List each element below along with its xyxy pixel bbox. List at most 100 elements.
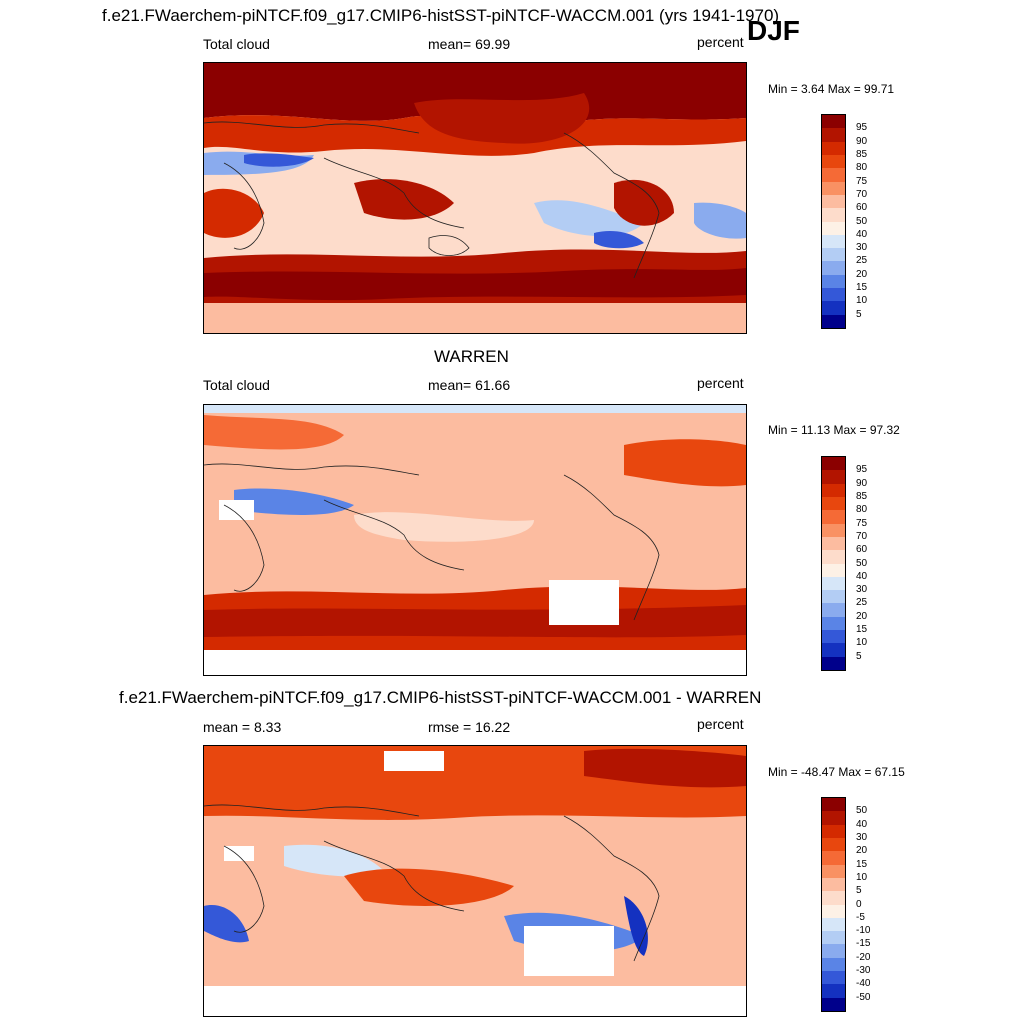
panel-3-title: f.e21.FWaerchem-piNTCF.f09_g17.CMIP6-his… <box>119 688 762 707</box>
colorbar-segment <box>822 877 845 892</box>
colorbar-segment <box>822 274 845 289</box>
colorbar-tick-label: 50 <box>856 215 868 227</box>
colorbar-segment <box>822 510 845 524</box>
colorbar-tick-label: 20 <box>856 845 868 857</box>
panel-2-mean-label: mean= 61.66 <box>428 377 511 393</box>
panel-3-mean-label: mean = 8.33 <box>203 719 282 735</box>
panel-2-map-top <box>204 405 746 413</box>
colorbar-tick-label: -20 <box>856 951 871 963</box>
panel-3-map-swafrica <box>204 905 249 943</box>
colorbar-tick-label: 25 <box>856 255 868 267</box>
panel-1-map-sepacific <box>534 200 644 237</box>
colorbar-segment <box>822 824 845 838</box>
colorbar-tick-label: 50 <box>856 557 868 569</box>
panel-3-map-indian <box>284 844 384 877</box>
colorbar-segment <box>822 957 845 972</box>
panel-2-map-europe <box>204 415 344 450</box>
panel-1-map <box>203 62 747 334</box>
colorbar-tick-label: 95 <box>856 464 868 476</box>
colorbar-tick-label: 15 <box>856 624 868 636</box>
colorbar-tick-label: 10 <box>856 637 868 649</box>
colorbar-tick-label: -5 <box>856 911 865 923</box>
colorbar-segment <box>822 851 845 865</box>
panel-3-units-label: percent <box>697 716 744 732</box>
panel-3-minmax: Min = -48.47 Max = 67.15 <box>768 765 905 779</box>
panel-2-map-plot <box>204 405 746 675</box>
colorbar-tick-label: 40 <box>856 228 868 240</box>
panel-3-map-coastlines <box>204 804 660 962</box>
colorbar-segment <box>822 470 845 484</box>
panel-1-mean-label: mean= 69.99 <box>428 36 511 52</box>
colorbar-tick-label: 15 <box>856 282 868 294</box>
panel-2-map <box>203 404 747 676</box>
colorbar-tick-label: 40 <box>856 818 868 830</box>
panel-1-map-plot <box>204 63 746 333</box>
colorbar-tick-label: 20 <box>856 610 868 622</box>
colorbar-tick-label: -50 <box>856 991 871 1003</box>
colorbar-tick-label: 90 <box>856 135 868 147</box>
panel-1-map-north-band <box>204 63 746 126</box>
colorbar-segment <box>822 971 845 985</box>
panel-2-map-tropics <box>354 512 534 542</box>
panel-1-map-sahara-core <box>244 153 314 167</box>
season-label: DJF <box>747 15 800 46</box>
colorbar-segment <box>822 630 845 644</box>
colorbar-tick-label: 25 <box>856 597 868 609</box>
panel-2-map-natlantic <box>624 439 746 487</box>
colorbar-tick-label: 40 <box>856 570 868 582</box>
colorbar-tick-label: 30 <box>856 584 868 596</box>
colorbar-segment <box>822 616 845 631</box>
colorbar-segment <box>822 917 845 932</box>
colorbar-tick-label: -15 <box>856 938 871 950</box>
panel-3-map-tropics <box>344 868 514 906</box>
panel-2-title: WARREN <box>434 347 509 366</box>
panel-2-map-south-core <box>204 605 746 638</box>
panel-1-variable-label: Total cloud <box>203 36 270 52</box>
colorbar-tick-label: 15 <box>856 858 868 870</box>
colorbar-tick-label: 75 <box>856 517 868 529</box>
panel-3-rmse-label: rmse = 16.22 <box>428 719 511 735</box>
colorbar-segment <box>822 603 845 617</box>
colorbar-tick-label: 30 <box>856 242 868 254</box>
colorbar-segment <box>822 181 845 195</box>
colorbar-tick-label: 5 <box>856 650 862 662</box>
colorbar-tick-label: 80 <box>856 162 868 174</box>
panel-2-units-label: percent <box>697 375 744 391</box>
colorbar-segment <box>822 904 845 918</box>
panel-3-colorbar <box>821 797 846 1012</box>
colorbar-segment <box>822 576 845 591</box>
colorbar-tick-label: 80 <box>856 504 868 516</box>
panel-2-map-missing-1 <box>219 500 254 520</box>
main-title: f.e21.FWaerchem-piNTCF.f09_g17.CMIP6-his… <box>102 6 780 25</box>
colorbar-tick-label: 70 <box>856 530 868 542</box>
panel-3-map-missing-3 <box>384 751 444 771</box>
colorbar-segment <box>822 864 845 878</box>
colorbar-segment <box>822 590 845 604</box>
colorbar-segment <box>822 194 845 209</box>
colorbar-tick-label: 70 <box>856 188 868 200</box>
panel-2-map-missing-2 <box>549 580 619 625</box>
colorbar-segment <box>822 496 845 511</box>
colorbar-tick-label: 20 <box>856 268 868 280</box>
panel-2-minmax: Min = 11.13 Max = 97.32 <box>768 423 900 437</box>
colorbar-segment <box>822 550 845 564</box>
panel-1-map-satlantic <box>694 202 746 239</box>
colorbar-tick-label: 5 <box>856 308 862 320</box>
colorbar-segment <box>822 656 845 670</box>
panel-1-colorbar <box>821 114 846 329</box>
panel-3-map-arctic <box>584 748 746 788</box>
colorbar-tick-label: -10 <box>856 925 871 937</box>
colorbar-segment <box>822 234 845 249</box>
panel-1-map-south-core <box>204 268 746 301</box>
colorbar-segment <box>822 811 845 825</box>
panel-3-map-missing-1 <box>224 846 254 861</box>
colorbar-tick-label: 60 <box>856 202 868 214</box>
panel-1-map-npacific <box>414 93 590 144</box>
panel-1-map-sepacific-core <box>594 231 644 249</box>
colorbar-segment <box>822 261 845 275</box>
colorbar-segment <box>822 997 845 1011</box>
panel-3-map <box>203 745 747 1017</box>
colorbar-tick-label: 50 <box>856 805 868 817</box>
colorbar-segment <box>822 523 845 537</box>
colorbar-segment <box>822 248 845 262</box>
